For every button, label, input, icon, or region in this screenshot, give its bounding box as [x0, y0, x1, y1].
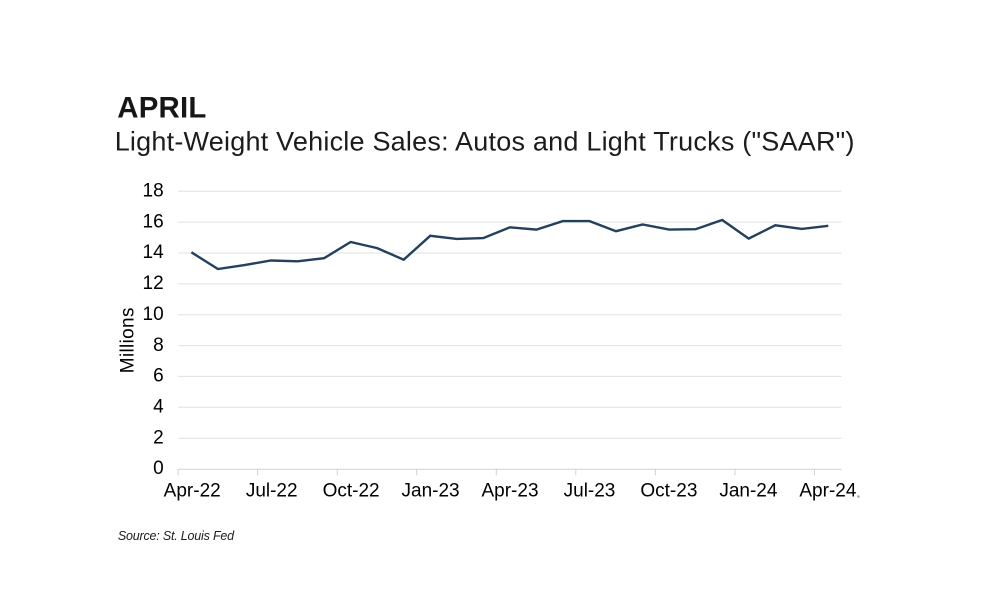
svg-text:14: 14: [143, 242, 165, 263]
svg-text:0: 0: [153, 458, 164, 479]
svg-text:Light-Weight Vehicle Sales: Au: Light-Weight Vehicle Sales: Autos and Li…: [115, 127, 855, 157]
svg-text:8: 8: [153, 335, 164, 356]
svg-text:Oct-22: Oct-22: [323, 480, 380, 501]
svg-text:Jul-23: Jul-23: [564, 480, 616, 501]
svg-text:Millions: Millions: [117, 307, 138, 373]
svg-text:12: 12: [143, 273, 164, 294]
svg-text:Jan-24: Jan-24: [719, 480, 778, 501]
svg-text:Jul-22: Jul-22: [246, 480, 298, 501]
svg-text:Apr-23: Apr-23: [481, 480, 538, 501]
svg-text:2: 2: [153, 427, 164, 448]
svg-text:18: 18: [143, 180, 164, 201]
svg-text:4: 4: [153, 397, 164, 418]
svg-text:Apr-22: Apr-22: [164, 480, 221, 501]
svg-text:6: 6: [153, 366, 164, 387]
svg-text:10: 10: [143, 304, 164, 325]
svg-text:Apr-24: Apr-24: [799, 480, 856, 501]
svg-text:16: 16: [143, 211, 164, 232]
svg-text:Jan-23: Jan-23: [402, 480, 460, 501]
svg-text:Source: St. Louis Fed: Source: St. Louis Fed: [118, 529, 235, 543]
svg-text:APRIL: APRIL: [117, 92, 206, 125]
svg-text:Oct-23: Oct-23: [640, 480, 697, 501]
